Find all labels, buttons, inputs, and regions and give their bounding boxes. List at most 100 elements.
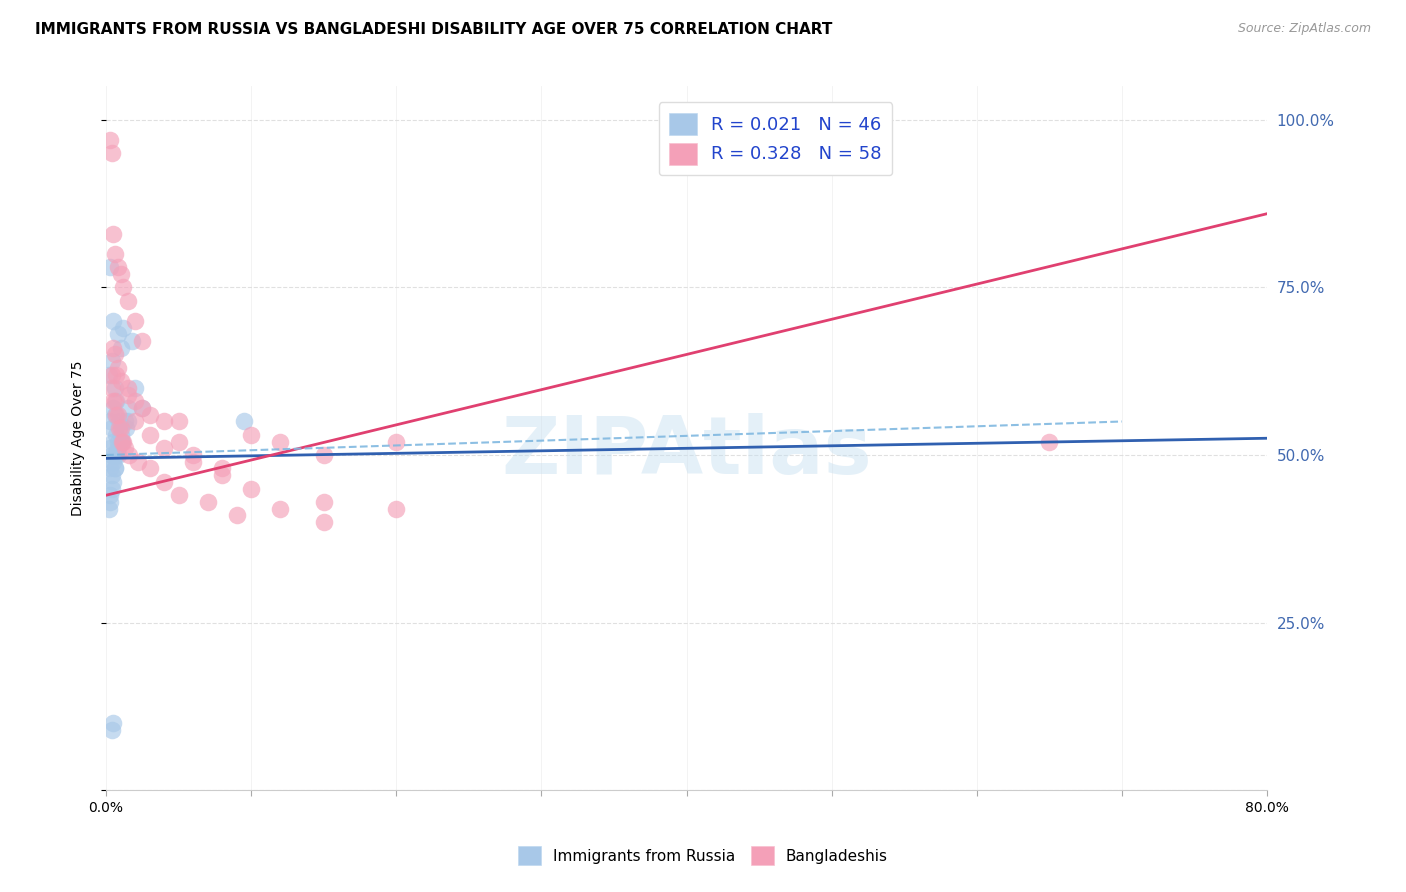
Point — [111, 434, 134, 449]
Point — [117, 381, 139, 395]
Point — [101, 723, 124, 737]
Point — [131, 401, 153, 415]
Point — [101, 482, 124, 496]
Point — [107, 442, 129, 456]
Point — [312, 515, 335, 529]
Point — [117, 415, 139, 429]
Legend: Immigrants from Russia, Bangladeshis: Immigrants from Russia, Bangladeshis — [512, 840, 894, 871]
Point — [124, 394, 146, 409]
Point — [240, 482, 263, 496]
Point — [110, 421, 132, 435]
Point — [105, 408, 128, 422]
Point — [153, 415, 176, 429]
Point — [107, 260, 129, 275]
Point — [103, 455, 125, 469]
Text: ZIPAtlas: ZIPAtlas — [501, 413, 872, 491]
Point — [104, 247, 127, 261]
Point — [153, 475, 176, 489]
Point — [269, 501, 291, 516]
Point — [103, 401, 125, 415]
Point — [124, 314, 146, 328]
Point — [312, 448, 335, 462]
Point — [108, 421, 131, 435]
Point — [104, 394, 127, 409]
Point — [211, 461, 233, 475]
Point — [110, 341, 132, 355]
Point — [107, 434, 129, 449]
Point — [98, 501, 121, 516]
Point — [181, 455, 204, 469]
Point — [124, 415, 146, 429]
Point — [197, 495, 219, 509]
Point — [112, 434, 135, 449]
Point — [167, 488, 190, 502]
Point — [181, 448, 204, 462]
Point — [153, 442, 176, 456]
Point — [110, 428, 132, 442]
Point — [104, 461, 127, 475]
Point — [101, 381, 124, 395]
Point — [118, 448, 141, 462]
Point — [104, 408, 127, 422]
Point — [101, 368, 124, 382]
Point — [101, 421, 124, 435]
Point — [103, 475, 125, 489]
Point — [1038, 434, 1060, 449]
Point — [100, 133, 122, 147]
Point — [312, 495, 335, 509]
Point — [98, 368, 121, 382]
Point — [385, 434, 408, 449]
Point — [110, 374, 132, 388]
Point — [101, 354, 124, 368]
Point — [107, 327, 129, 342]
Point — [104, 381, 127, 395]
Point — [101, 146, 124, 161]
Point — [127, 455, 149, 469]
Point — [101, 468, 124, 483]
Point — [105, 368, 128, 382]
Point — [225, 508, 247, 523]
Point — [103, 341, 125, 355]
Point — [131, 401, 153, 415]
Point — [111, 434, 134, 449]
Point — [104, 347, 127, 361]
Point — [112, 280, 135, 294]
Point — [112, 320, 135, 334]
Point — [117, 387, 139, 401]
Point — [110, 434, 132, 449]
Point — [138, 428, 160, 442]
Y-axis label: Disability Age Over 75: Disability Age Over 75 — [72, 360, 86, 516]
Point — [138, 408, 160, 422]
Point — [103, 227, 125, 241]
Point — [131, 334, 153, 348]
Point — [105, 448, 128, 462]
Point — [107, 408, 129, 422]
Point — [138, 461, 160, 475]
Point — [101, 448, 124, 462]
Point — [103, 314, 125, 328]
Point — [167, 415, 190, 429]
Point — [167, 434, 190, 449]
Point — [100, 495, 122, 509]
Point — [117, 401, 139, 415]
Text: IMMIGRANTS FROM RUSSIA VS BANGLADESHI DISABILITY AGE OVER 75 CORRELATION CHART: IMMIGRANTS FROM RUSSIA VS BANGLADESHI DI… — [35, 22, 832, 37]
Point — [211, 468, 233, 483]
Point — [104, 448, 127, 462]
Point — [117, 293, 139, 308]
Point — [100, 260, 122, 275]
Point — [105, 428, 128, 442]
Point — [103, 434, 125, 449]
Point — [103, 394, 125, 409]
Point — [124, 381, 146, 395]
Point — [385, 501, 408, 516]
Point — [100, 442, 122, 456]
Point — [232, 415, 254, 429]
Point — [107, 360, 129, 375]
Point — [100, 461, 122, 475]
Text: Source: ZipAtlas.com: Source: ZipAtlas.com — [1237, 22, 1371, 36]
Point — [108, 415, 131, 429]
Point — [100, 488, 122, 502]
Point — [105, 394, 128, 409]
Point — [103, 716, 125, 731]
Point — [121, 334, 143, 348]
